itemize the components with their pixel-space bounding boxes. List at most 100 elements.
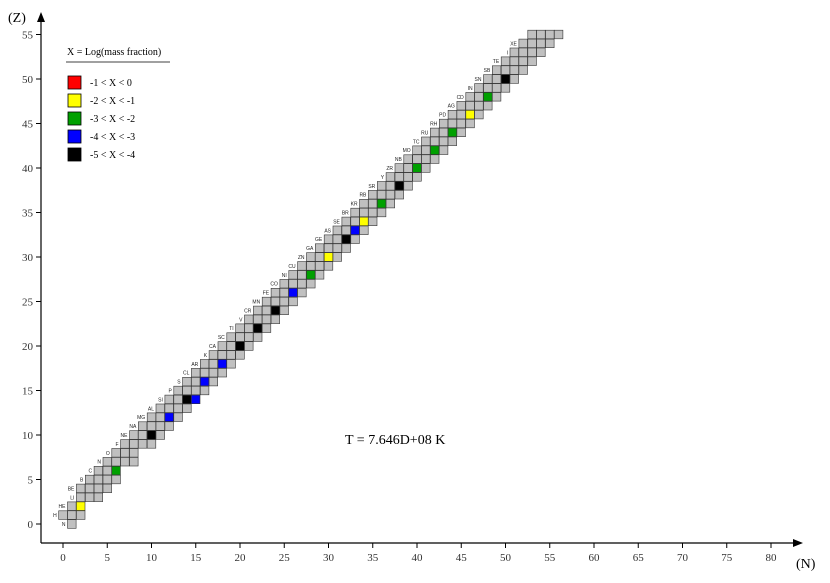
nuclide-cell: [394, 163, 404, 173]
nuclide-cell: [58, 510, 68, 520]
nuclide-cell: [368, 199, 378, 209]
element-label: AS: [324, 228, 331, 234]
nuclide-cell: [385, 199, 396, 209]
element-label: S: [177, 380, 181, 386]
nuclide-cell: [483, 74, 493, 84]
nuclide-cell: [208, 350, 219, 360]
nuclide-cell: [164, 421, 174, 431]
element-label: TC: [413, 139, 420, 145]
element-label: SB: [484, 68, 491, 74]
legend-title: X = Log(mass fraction): [67, 47, 161, 58]
nuclide-cell: [182, 403, 192, 413]
nuclide-cell: [235, 350, 245, 360]
colored-nuclide-cell: [146, 430, 157, 440]
nuclide-cell: [359, 199, 369, 209]
nuclide-cell: [200, 368, 210, 378]
nuclide-cell: [67, 510, 77, 520]
nuclide-cell: [456, 118, 466, 129]
colored-nuclide-cell: [500, 74, 511, 84]
nuclide-cell: [270, 314, 281, 324]
nuclide-cell: [314, 252, 325, 262]
nuclide-cell: [465, 92, 475, 102]
nuclide-cell: [226, 350, 236, 360]
element-label: B: [80, 478, 84, 484]
nuclide-cell: [491, 65, 502, 75]
colored-nuclide-cell: [270, 305, 281, 316]
nuclide-cell: [244, 323, 254, 333]
element-label: CD: [457, 95, 465, 101]
nuclide-cell: [536, 38, 546, 48]
element-label: C: [88, 469, 92, 475]
legend-entry-label: -3 < X < -2: [90, 114, 135, 125]
nuclide-cell: [403, 154, 413, 164]
colored-nuclide-cell: [111, 465, 121, 476]
nuclide-cell: [376, 207, 387, 218]
x-tick-label: 55: [544, 552, 556, 564]
nuclide-cell: [491, 83, 502, 93]
nuclide-cell: [288, 270, 298, 280]
nuclide-cell: [261, 314, 272, 324]
nuclide-cell: [164, 394, 174, 405]
nuclide-cell: [155, 412, 165, 422]
element-label: V: [239, 317, 243, 323]
element-label: MO: [403, 148, 411, 154]
nuclide-cell: [385, 172, 396, 182]
y-tick-label: 15: [22, 386, 34, 398]
colored-nuclide-cell: [253, 323, 263, 333]
x-tick-label: 30: [323, 552, 335, 564]
nuclide-cell: [102, 483, 112, 494]
nuclide-cell: [518, 56, 528, 66]
nuclide-cell: [297, 270, 307, 280]
legend-swatch: [67, 93, 82, 108]
colored-nuclide-cell: [447, 127, 458, 138]
nuclide-cell: [129, 439, 139, 449]
element-label: O: [106, 451, 110, 457]
nuclide-cell: [368, 207, 378, 218]
legend-entry-label: -1 < X < 0: [90, 78, 132, 89]
x-tick-label: 65: [633, 552, 645, 564]
nuclide-cell: [412, 172, 422, 182]
element-label: CO: [270, 282, 278, 288]
nuclide-cell: [438, 145, 449, 155]
nuclide-cell: [350, 207, 360, 218]
nuclide-cell: [102, 465, 112, 476]
nuclide-cell: [341, 216, 351, 227]
nuclide-cell: [412, 145, 422, 155]
element-label: SC: [218, 335, 225, 341]
nuclide-cell: [368, 216, 378, 227]
colored-nuclide-cell: [200, 376, 210, 387]
colored-nuclide-cell: [217, 359, 227, 369]
nuclide-cell: [394, 190, 404, 200]
element-label: SR: [368, 184, 375, 190]
nuclide-cell: [403, 163, 413, 173]
nuclide-cell: [500, 65, 511, 75]
element-label: MN: [252, 300, 260, 306]
element-label: NB: [395, 157, 403, 163]
element-label: N: [62, 522, 66, 528]
nuclide-cell: [288, 296, 298, 307]
y-tick-label: 35: [22, 208, 34, 220]
nuclide-cell: [456, 110, 466, 120]
colored-nuclide-cell: [350, 225, 360, 235]
nuclide-cell: [261, 323, 272, 333]
x-tick-label: 45: [456, 552, 468, 564]
y-axis-title: (Z): [8, 11, 26, 26]
nuclide-cell: [102, 457, 112, 467]
nuclide-cell: [120, 457, 130, 467]
nuclide-cell: [138, 421, 148, 431]
nuclide-cell: [536, 47, 546, 57]
nuclide-cell: [226, 359, 236, 369]
nuclide-cell: [93, 492, 103, 502]
nuclide-cell: [430, 154, 440, 164]
colored-nuclide-cell: [430, 145, 440, 155]
element-label: N: [97, 460, 101, 466]
nuclide-cell: [138, 430, 148, 440]
legend-entry-label: -2 < X < -1: [90, 96, 135, 107]
nuclide-cell: [483, 101, 493, 111]
nuclide-cell: [182, 376, 192, 387]
nuclide-cell: [491, 74, 502, 84]
nuclide-cell: [430, 136, 440, 146]
nuclide-cell: [509, 47, 519, 57]
nuclide-cell: [191, 368, 201, 378]
nuclide-cell: [244, 332, 254, 342]
